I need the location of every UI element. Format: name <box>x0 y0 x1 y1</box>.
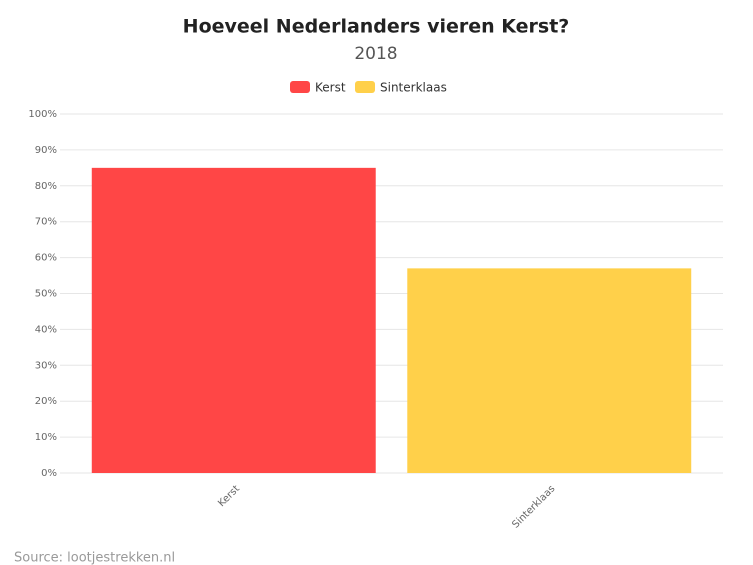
y-tick-label: 70% <box>35 217 57 228</box>
y-tick-label: 0% <box>41 468 57 479</box>
legend-swatch <box>290 81 310 93</box>
legend-swatch <box>355 81 375 93</box>
legend-label: Kerst <box>315 81 346 95</box>
x-tick-label: Sinterklaas <box>510 483 557 530</box>
y-tick-label: 30% <box>35 360 57 371</box>
y-tick-label: 40% <box>35 324 57 335</box>
chart-subtitle: 2018 <box>354 44 397 64</box>
y-tick-label: 90% <box>35 145 57 156</box>
y-tick-label: 80% <box>35 181 57 192</box>
x-tick-label: Kerst <box>216 483 242 509</box>
bar <box>91 167 376 473</box>
y-tick-label: 20% <box>35 396 57 407</box>
source: Source: lootjestrekken.nl <box>14 551 175 565</box>
y-tick-label: 10% <box>35 432 57 443</box>
y-tick-label: 50% <box>35 289 57 300</box>
bar <box>407 268 692 473</box>
legend-label: Sinterklaas <box>380 81 447 95</box>
y-tick-label: 100% <box>28 109 57 120</box>
y-tick-label: 60% <box>35 253 57 264</box>
chart-title: Hoeveel Nederlanders vieren Kerst? <box>183 16 570 38</box>
